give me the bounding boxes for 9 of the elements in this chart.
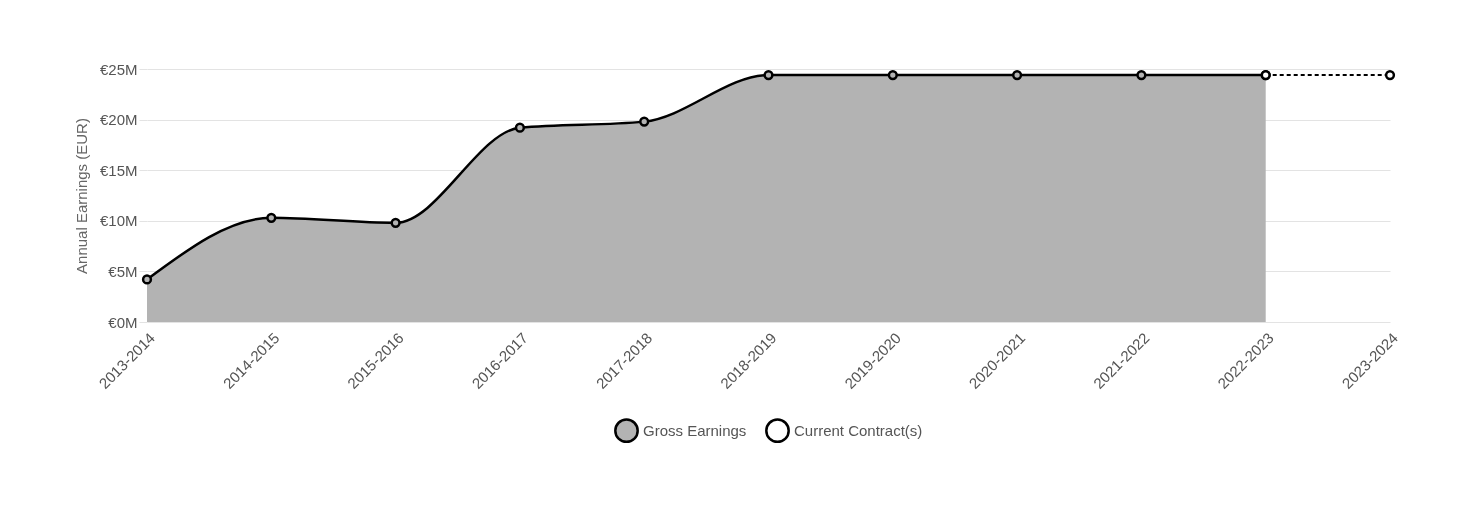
y-tick-label: €10M [99,212,138,230]
y-tick-label: €25M [99,60,138,78]
legend-label: Gross Earnings [643,421,747,439]
y-tick-label: €20M [99,111,138,129]
y-tick-label: €5M [108,262,138,280]
y-tick-label: €0M [108,313,138,331]
y-tick-label: €15M [99,161,138,179]
y-axis-title: Annual Earnings (EUR) [72,118,90,274]
legend-label: Current Contract(s) [794,421,923,439]
